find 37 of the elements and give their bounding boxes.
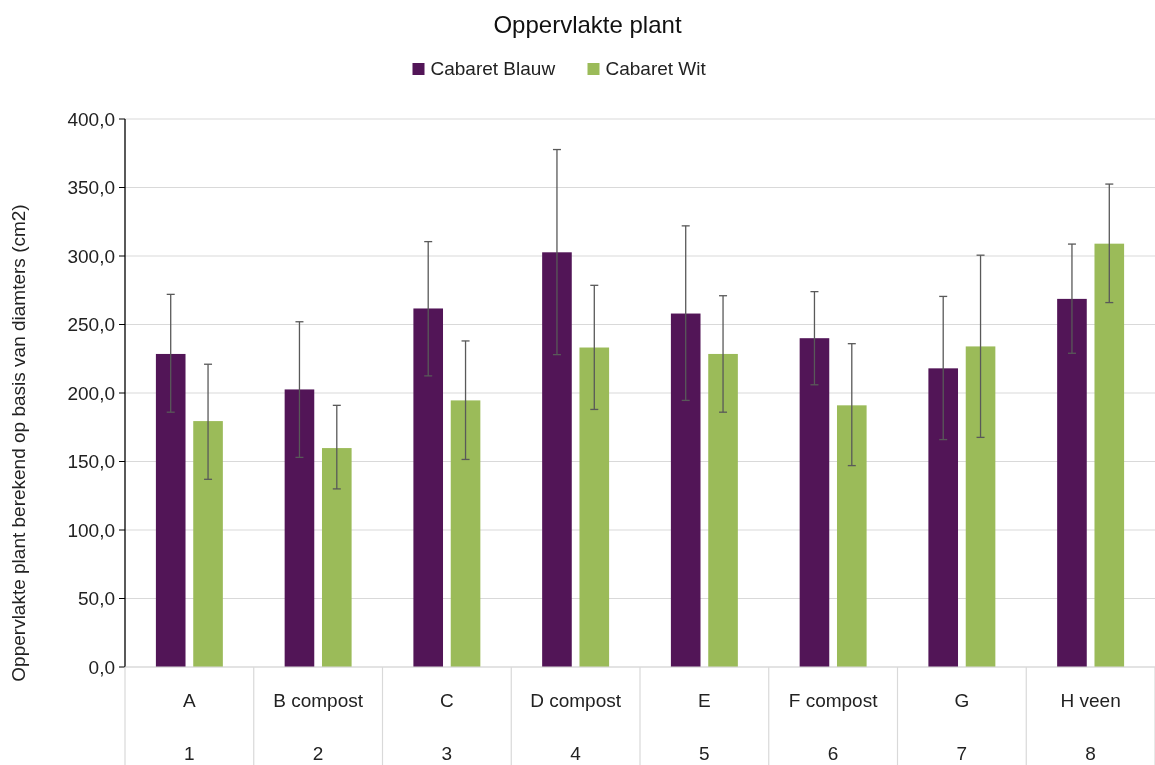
category-label: C 3 [440, 690, 454, 764]
bar [413, 308, 444, 667]
y-tick-label: 100,0 [67, 519, 115, 541]
category-label: B compost 2 [273, 690, 364, 764]
category-label: E 5 [698, 690, 711, 764]
legend-label: Cabaret Blauw [430, 58, 556, 79]
bar [155, 353, 186, 667]
bar [579, 347, 610, 667]
bar [284, 389, 315, 667]
bar [799, 338, 830, 667]
bar [450, 400, 481, 667]
bar [1094, 243, 1125, 667]
y-tick-label: 400,0 [67, 108, 115, 130]
y-tick-label: 250,0 [67, 314, 115, 336]
y-tick-label: 150,0 [67, 451, 115, 473]
bar [193, 421, 223, 667]
bar [836, 405, 867, 667]
bar [542, 252, 572, 667]
category-label: D compost 4 [530, 690, 622, 764]
y-tick-label: 0,0 [88, 656, 115, 678]
y-tick-label: 200,0 [67, 382, 115, 404]
bar [965, 346, 996, 667]
bar [1057, 298, 1087, 667]
chart-title: Oppervlakte plant [493, 11, 682, 38]
bar [928, 368, 959, 667]
bar [670, 313, 701, 667]
y-tick-label: 350,0 [67, 177, 115, 199]
legend-label: Cabaret Wit [605, 58, 707, 79]
category-label: H veen 8 [1060, 690, 1121, 764]
category-label: G 7 [954, 690, 970, 764]
category-label: A 1 [183, 690, 196, 764]
bar [321, 448, 352, 667]
bar [708, 353, 738, 667]
y-tick-label: 50,0 [78, 588, 115, 610]
y-axis-title: Oppervlakte plant berekend op basis van diamters (cm2) [8, 204, 29, 682]
y-tick-label: 300,0 [67, 245, 115, 267]
category-label: F compost 6 [788, 690, 878, 764]
